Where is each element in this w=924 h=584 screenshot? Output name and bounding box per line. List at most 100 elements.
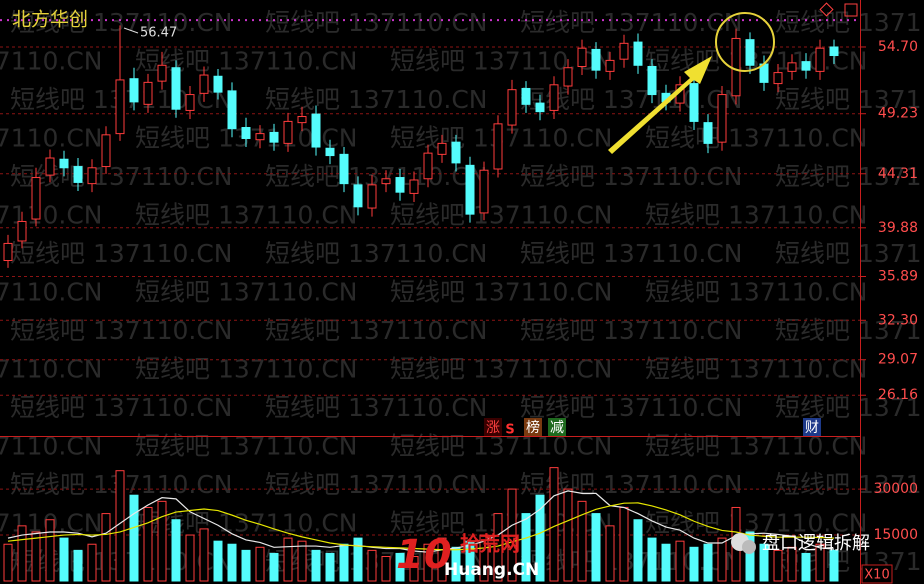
candle-body (171, 67, 181, 110)
candle-body (115, 79, 125, 135)
wechat-name: 盘口逻辑拆解 (762, 533, 870, 554)
volume-bar (129, 494, 139, 582)
y-tick-label: 30000 (873, 481, 918, 497)
candle-body (549, 84, 559, 111)
icon-box[interactable] (844, 3, 858, 17)
highlight-circle (715, 12, 775, 72)
candle-body (395, 177, 405, 193)
volume-bar (689, 546, 699, 582)
candle-body (801, 61, 811, 71)
watermark: 短线吧 137110.CN (775, 239, 924, 268)
candle-body (73, 166, 83, 183)
volume-bar (577, 500, 587, 582)
volume-bar (591, 513, 601, 582)
volume-bar (703, 543, 713, 582)
watermark: 短线吧 137110.CN (10, 162, 233, 191)
volume-bar (45, 519, 55, 582)
candle-body (101, 134, 111, 168)
watermark: 短线吧 137110.CN (265, 8, 488, 37)
candle-body (619, 42, 629, 60)
volume-bar (437, 537, 447, 582)
icon-diamond[interactable] (819, 2, 834, 17)
watermark: 短线吧 137110.CN (775, 162, 924, 191)
candle-body (409, 179, 419, 194)
volume-bar (325, 552, 335, 582)
watermark: 短线吧 137110.CN (520, 162, 743, 191)
watermark: 短线吧 137110.CN (135, 201, 358, 230)
annotation-leader (123, 27, 139, 34)
chart-title: 北方华创 (12, 9, 88, 31)
logo-name: 拾荒网 (460, 532, 520, 556)
watermark-layer: 短线吧 137110.CN 短线吧 137110.CN 短线吧 137110.CN 短… (0, 8, 924, 576)
volume-bar (549, 467, 559, 582)
event-bg (524, 418, 542, 436)
watermark: 短线吧 137110.CN (645, 355, 868, 384)
volume-bar (451, 546, 461, 582)
candle-body (59, 158, 69, 169)
volume-bar (213, 540, 223, 582)
watermark: 短线吧 137110.CN (135, 47, 358, 76)
volume-bar (73, 549, 83, 582)
volume-bar (829, 549, 839, 582)
volume-bar (241, 549, 251, 582)
candle-body (423, 152, 433, 180)
wechat-icon (742, 540, 756, 554)
candle-body (647, 66, 657, 96)
watermark: 短线吧 137110.CN (645, 509, 868, 538)
volume-bar (773, 549, 783, 582)
volume-bar (311, 549, 321, 582)
watermark: 短线吧 137110.CN (645, 201, 868, 230)
volume-bar (661, 543, 671, 582)
volume-bar (185, 534, 195, 582)
watermark: 短线吧 137110.CN (0, 278, 103, 307)
watermark: 短线吧 137110.CN (135, 355, 358, 384)
y-tick-label: 39.88 (878, 220, 918, 236)
volume-bar (381, 555, 391, 582)
volume-bar (647, 537, 657, 582)
candle-body (507, 89, 517, 126)
volume-bar (521, 513, 531, 582)
volume-bar (633, 519, 643, 582)
candle-body (451, 141, 461, 164)
marks-layer (3, 25, 839, 582)
candle-body (535, 102, 545, 113)
candle-body (787, 62, 797, 72)
volume-bar (563, 488, 573, 582)
watermark: 短线吧 137110.CN (10, 8, 233, 37)
volume-bar (465, 540, 475, 582)
watermark: 短线吧 137110.CN (390, 355, 613, 384)
volume-bar (59, 537, 69, 582)
watermark: 短线吧 137110.CN (265, 85, 488, 114)
volume-bar (745, 531, 755, 582)
watermark: 短线吧 137110.CN (520, 8, 743, 37)
candle-body (731, 37, 741, 97)
candle-body (367, 184, 377, 209)
watermark: 短线吧 137110.CN (520, 239, 743, 268)
volume-bar (423, 543, 433, 582)
volume-bar (395, 552, 405, 582)
watermark: 短线吧 137110.CN (520, 393, 743, 422)
candle-body (479, 169, 489, 214)
candle-body (381, 178, 391, 185)
watermark: 短线吧 137110.CN (0, 201, 103, 230)
watermark: 短线吧 137110.CN (265, 393, 488, 422)
candle-body (17, 220, 27, 242)
candle-body (283, 120, 293, 144)
candle-body (255, 133, 265, 141)
volume-bar (339, 543, 349, 582)
watermark: 短线吧 137110.CN (135, 432, 358, 461)
candle-body (297, 116, 307, 124)
candle-body (815, 47, 825, 72)
watermark: 短线吧 137110.CN (775, 470, 924, 499)
volume-bar (283, 537, 293, 582)
volume-bar (157, 500, 167, 582)
volume-bar (605, 525, 615, 582)
candle-body (31, 177, 41, 220)
candle-body (689, 83, 699, 122)
candle-body (465, 164, 475, 215)
volume-bar (759, 543, 769, 582)
volume-bar (619, 506, 629, 582)
volume-bar (675, 540, 685, 582)
